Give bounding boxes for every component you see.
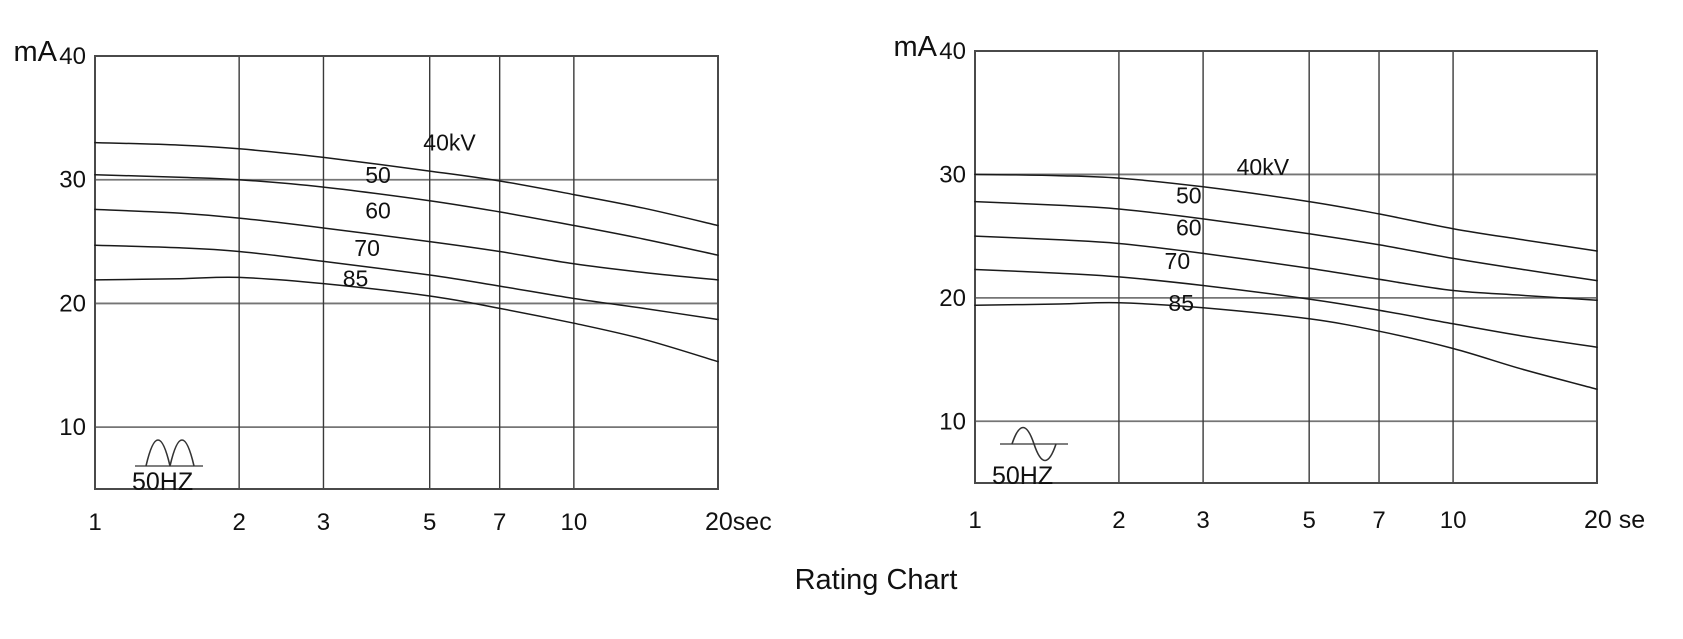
x-tick-label-3: 3: [317, 509, 330, 536]
y-tick-label-40: 40: [939, 38, 966, 65]
curve-70kV: [94, 244, 719, 321]
y-tick-label-10: 10: [939, 408, 966, 435]
curve-label-40kV: 40kV: [423, 130, 476, 156]
figure-title: Rating Chart: [794, 564, 958, 596]
x-tick-label-2: 2: [232, 509, 245, 536]
curve-label-50kV: 50: [1176, 182, 1202, 208]
curve-85kV: [974, 301, 1598, 390]
self-rectified-rating-chart: mA 40 30 20 10 1 2 3 5 7 10 20 se 40kV 50 60 70 85 50HZ: [894, 31, 1646, 534]
y-tick-label-30: 30: [939, 161, 966, 188]
curve-60kV: [974, 235, 1598, 302]
curve-label-40kV: 40kV: [1237, 154, 1290, 180]
x-tick-label-5: 5: [423, 509, 436, 536]
sine-wave-icon: [1000, 426, 1068, 462]
x-tick-label-1: 1: [968, 507, 981, 534]
y-axis-unit-label: mA: [14, 36, 58, 68]
plot-border: [974, 50, 1598, 484]
frequency-label: 50HZ: [992, 462, 1053, 490]
y-tick-label-20: 20: [939, 285, 966, 312]
curve-50kV: [974, 200, 1598, 282]
curve-label-50kV: 50: [365, 162, 391, 188]
curve-40kV: [974, 173, 1598, 252]
curve-label-70kV: 70: [1165, 248, 1191, 274]
y-tick-label-30: 30: [59, 167, 86, 194]
x-tick-label-10: 10: [1440, 507, 1467, 534]
y-tick-label-10: 10: [59, 414, 86, 441]
curve-label-85kV: 85: [343, 266, 369, 292]
y-tick-label-20: 20: [59, 290, 86, 317]
curve-label-70kV: 70: [354, 235, 380, 261]
full-wave-rating-chart: mA 40 30 20 10 1 2 3 5 7 10 20sec 40kV 50 60 70 85 50HZ: [14, 36, 772, 536]
frequency-label: 50HZ: [132, 468, 193, 496]
curve-label-60kV: 60: [365, 198, 391, 224]
full-wave-rectified-icon: [135, 439, 203, 467]
x-tick-label-3: 3: [1196, 507, 1209, 534]
curve-50kV: [94, 174, 719, 256]
x-tick-label-7: 7: [1372, 507, 1385, 534]
y-tick-label-40: 40: [59, 43, 86, 70]
x-tick-label-20: 20sec: [705, 508, 772, 536]
curve-70kV: [974, 268, 1598, 348]
rectified-humps: [145, 439, 195, 467]
curve-label-60kV: 60: [1176, 215, 1202, 241]
curve-40kV: [94, 141, 719, 227]
y-axis-unit-label: mA: [894, 31, 938, 63]
x-tick-label-1: 1: [88, 509, 101, 536]
x-tick-label-2: 2: [1112, 507, 1125, 534]
x-tick-label-5: 5: [1302, 507, 1315, 534]
curve-label-85kV: 85: [1168, 290, 1194, 316]
curve-60kV: [94, 208, 719, 281]
plot-border: [94, 55, 719, 490]
x-tick-label-20: 20 se: [1584, 506, 1645, 534]
x-tick-label-7: 7: [493, 509, 506, 536]
curve-85kV: [94, 276, 719, 363]
sine-cycle: [1011, 426, 1057, 462]
x-tick-label-10: 10: [560, 509, 587, 536]
